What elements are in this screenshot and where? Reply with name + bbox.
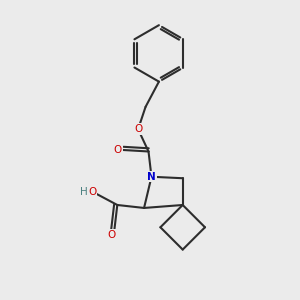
Text: H: H: [80, 187, 88, 196]
Text: O: O: [134, 124, 142, 134]
Text: N: N: [147, 172, 156, 182]
Text: O: O: [88, 187, 96, 197]
Text: O: O: [107, 230, 116, 240]
Text: O: O: [114, 145, 122, 155]
